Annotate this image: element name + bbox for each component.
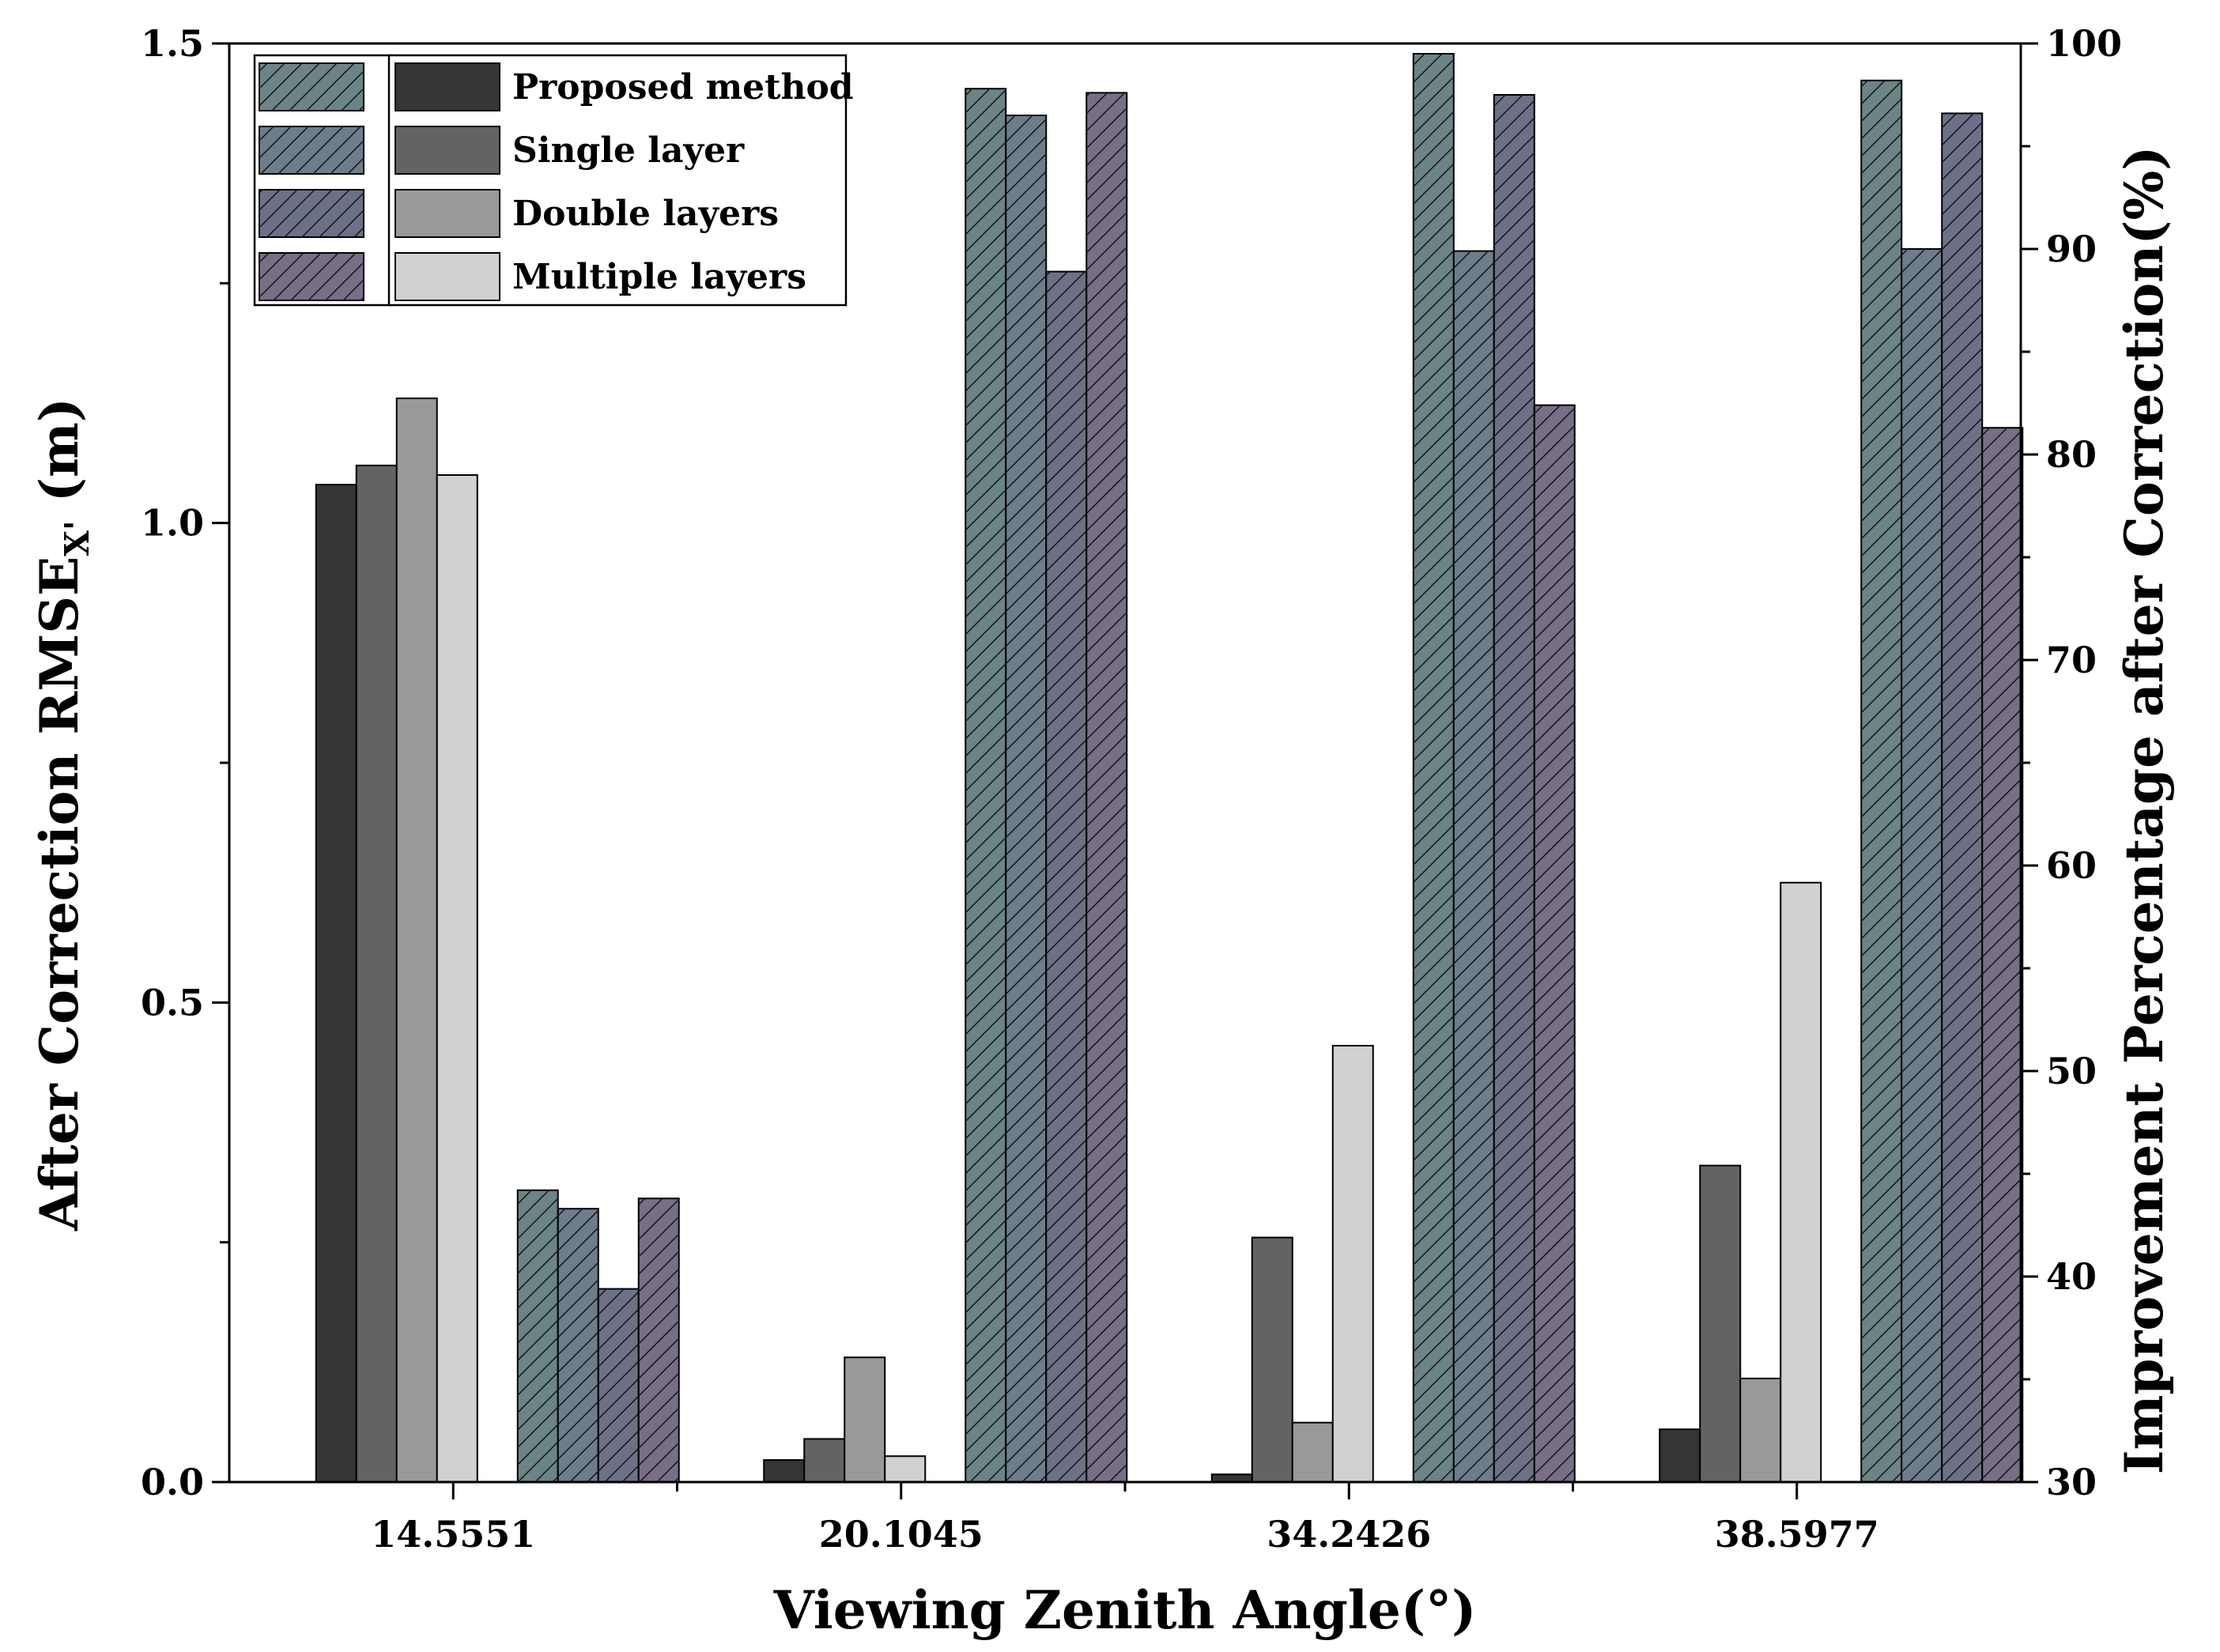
y-axis-left-title: After Correction RMSEX' (m): [28, 398, 96, 1231]
y-left-tick-label: 1.0: [141, 502, 204, 545]
y-right-tick-label: 80: [2046, 433, 2097, 476]
bar-rmse: [355, 464, 398, 1483]
legend-swatch-hatched-pattern: [259, 126, 364, 174]
bar-improvement-hatch: [517, 1190, 558, 1482]
bar-improvement-hatch: [1982, 428, 2023, 1483]
bar-rmse: [884, 1455, 927, 1483]
legend-label: Multiple layers: [512, 257, 806, 297]
y-right-tick-label: 60: [2046, 844, 2097, 887]
bar-rmse: [315, 484, 357, 1484]
bar-rmse: [1251, 1236, 1293, 1483]
bars-layer: [315, 53, 2024, 1484]
bar-rmse: [763, 1459, 806, 1484]
bar-improvement-hatch: [1413, 54, 1454, 1482]
y-axis-right-title: Improvement Percentage after Correction(…: [2113, 146, 2175, 1475]
bar-rmse: [1780, 881, 1822, 1483]
bar-improvement-hatch: [1942, 113, 1983, 1482]
bar-improvement-hatch: [638, 1198, 679, 1482]
bar-rmse: [1659, 1428, 1701, 1484]
legend: Proposed method Single layer Double layers…: [253, 54, 854, 307]
legend-label: Single layer: [512, 130, 745, 171]
legend-swatch-hatched-pattern: [259, 63, 364, 111]
y-right-tick-label: 30: [2046, 1461, 2097, 1503]
y-right-tick-label: 40: [2046, 1255, 2097, 1298]
bar-improvement-hatch: [1453, 251, 1494, 1483]
bar-improvement-hatch: [1534, 405, 1575, 1482]
y-left-tick-label: 0.5: [141, 981, 204, 1024]
y-right-tick-label: 90: [2046, 228, 2097, 270]
bar-rmse: [803, 1438, 846, 1484]
bar-improvement-hatch: [557, 1209, 598, 1482]
bar-rmse: [1739, 1377, 1782, 1483]
bar-improvement-hatch: [965, 89, 1006, 1483]
axes-layer: 0.0 0.5 1.0 1.5 30 40 50 60 70 80 90 100 14.5551 20.1…: [141, 22, 2122, 1556]
bar-rmse: [1699, 1164, 1742, 1483]
y-left-title-unit: (m): [28, 398, 90, 520]
legend-label: Proposed method: [512, 67, 854, 107]
legend-swatch-hatched-pattern: [259, 190, 364, 237]
bar-rmse: [1291, 1421, 1334, 1483]
x-tick-label: 34.2426: [1267, 1513, 1431, 1556]
legend-swatch-solid: [395, 252, 500, 301]
y-right-tick-label: 50: [2046, 1050, 2097, 1092]
bar-rmse: [1331, 1044, 1374, 1483]
y-left-title-subscript: X': [58, 520, 96, 556]
x-tick-label: 20.1045: [819, 1513, 984, 1556]
y-left-tick-label: 1.5: [141, 22, 204, 65]
bar-improvement-hatch: [1006, 115, 1047, 1482]
y-right-tick-label: 70: [2046, 639, 2097, 681]
bar-rmse: [395, 397, 438, 1483]
legend-swatch-solid: [395, 189, 500, 238]
bar-improvement-hatch: [598, 1288, 639, 1482]
bar-improvement-hatch: [1086, 92, 1127, 1482]
bar-improvement-hatch: [1493, 95, 1535, 1482]
y-left-title-main: After Correction RMSE: [28, 556, 90, 1231]
y-right-tick-label: 100: [2046, 22, 2122, 65]
legend-swatch-solid: [395, 62, 500, 111]
x-axis-title: Viewing Zenith Angle(°): [773, 1579, 1477, 1641]
bar-improvement-hatch: [1901, 249, 1942, 1482]
legend-label: Double layers: [512, 194, 779, 234]
bar-rmse: [844, 1356, 886, 1484]
bar-improvement-hatch: [1861, 80, 1902, 1482]
y-left-tick-label: 0.0: [141, 1461, 204, 1503]
legend-swatch-hatched-pattern: [259, 253, 364, 300]
x-tick-label: 14.5551: [371, 1513, 535, 1556]
legend-swatch-solid: [395, 126, 500, 175]
bar-improvement-hatch: [1046, 271, 1087, 1483]
bar-rmse: [436, 474, 478, 1483]
x-tick-label: 38.5977: [1715, 1513, 1879, 1556]
